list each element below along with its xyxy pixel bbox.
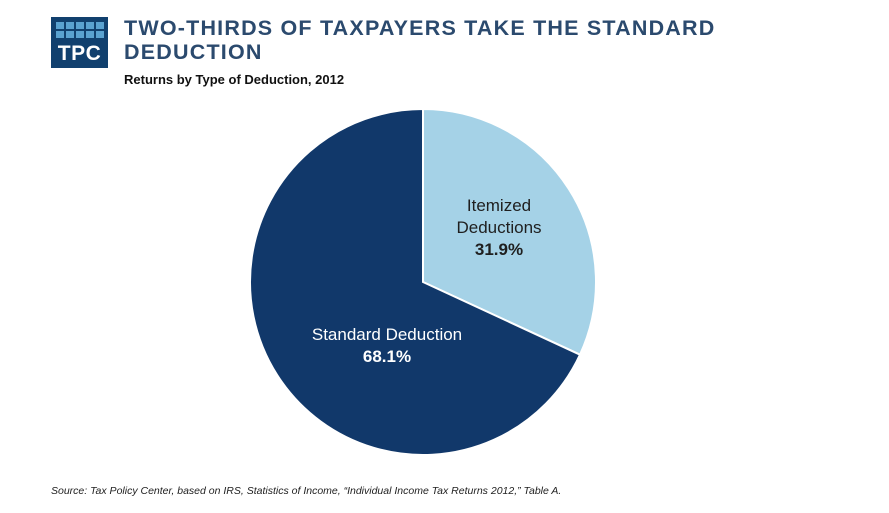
tpc-logo: TPC xyxy=(51,17,108,68)
slice-label-0-line-1: Deductions xyxy=(456,218,541,237)
pie-slice-0 xyxy=(422,107,597,357)
slice-label-0-line-0: Itemized xyxy=(467,196,531,215)
source-note: Source: Tax Policy Center, based on IRS,… xyxy=(51,485,562,497)
chart-title: TWO-THIRDS OF TAXPAYERS TAKE THE STANDAR… xyxy=(124,16,716,64)
slice-label-1-line-0: Standard Deduction xyxy=(312,325,462,344)
logo-grid-icon xyxy=(56,22,104,38)
logo-text: TPC xyxy=(57,42,102,65)
pie-slice-1 xyxy=(249,107,582,456)
chart-subtitle: Returns by Type of Deduction, 2012 xyxy=(124,72,345,87)
slice-value-label-1: 68.1% xyxy=(363,347,411,366)
slice-value-label-0: 31.9% xyxy=(475,240,523,259)
